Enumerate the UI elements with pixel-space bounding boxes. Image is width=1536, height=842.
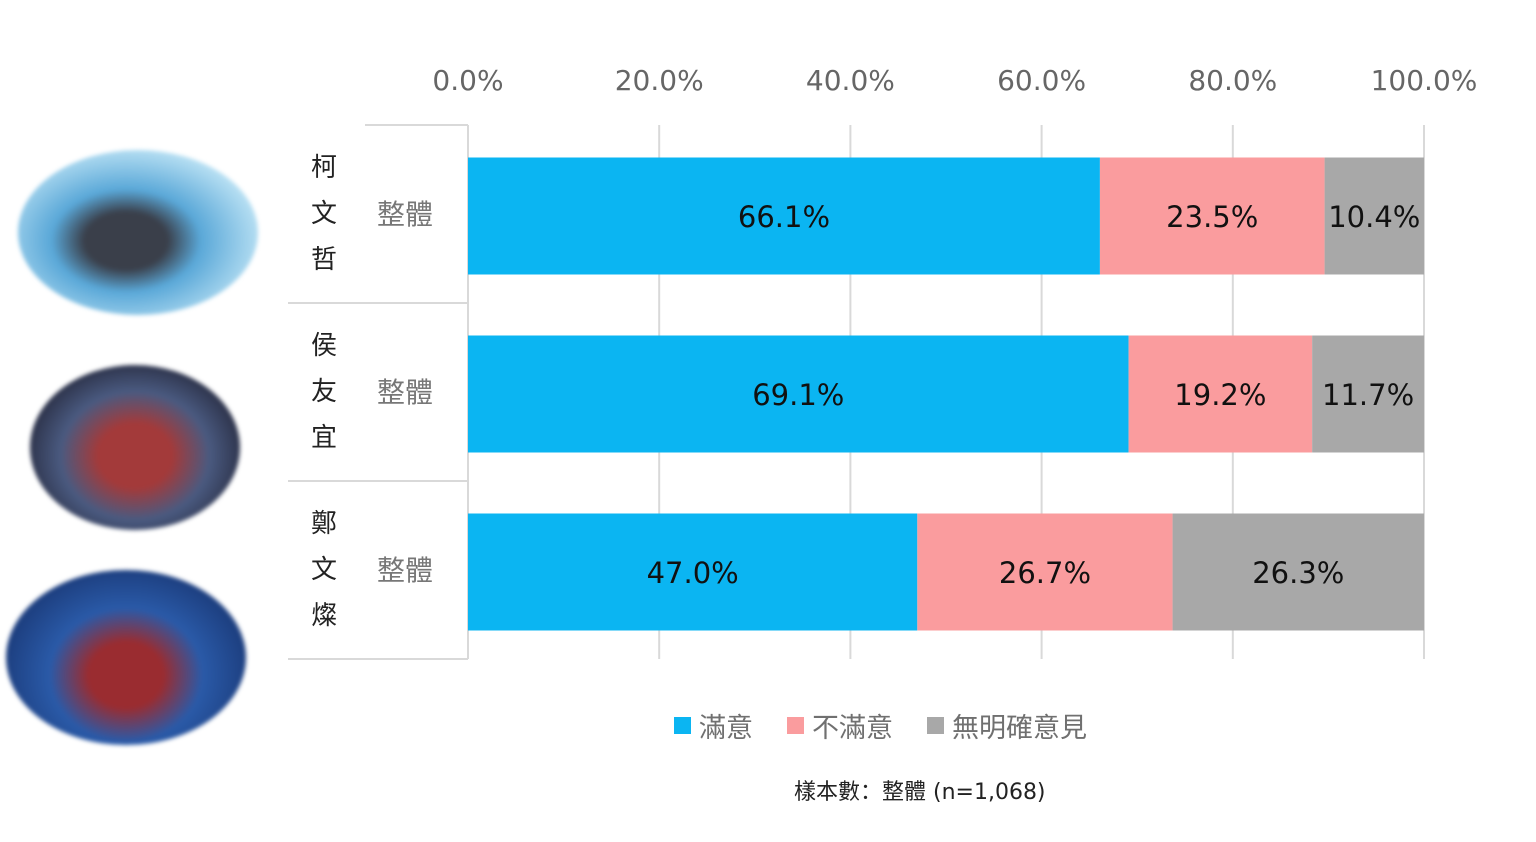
legend-swatch [674,717,691,734]
x-tick-label: 40.0% [806,64,895,97]
data-label: 11.7% [1322,378,1414,412]
candidate-name-char: 侯 [311,331,337,361]
legend-item-satisfied: 滿意 [674,706,753,745]
bar-segment [917,513,1173,631]
bar-segment [468,157,1100,275]
group-label: 整體 [377,376,433,409]
bar-segment [1099,157,1325,275]
candidate-name-char: 友 [311,377,337,407]
legend-item-no-opinion: 無明確意見 [927,706,1087,745]
bar-segment [1324,157,1424,275]
candidate-name-char: 文 [311,555,337,585]
legend-swatch [787,717,804,734]
sample-size-note: 樣本數：整體 (n=1,068) [794,780,1046,805]
data-label: 66.1% [738,200,830,234]
bar-segment [468,513,918,631]
legend-item-unsatisfied: 不滿意 [787,706,893,745]
bar-segment [1172,513,1424,631]
candidate-name-char: 燦 [311,601,337,631]
data-label: 19.2% [1174,378,1266,412]
group-label: 整體 [377,198,433,231]
photo-ko-wen-je [18,150,258,315]
legend: 滿意 不滿意 無明確意見 [674,706,1087,745]
data-label: 26.7% [999,556,1091,590]
x-tick-label: 0.0% [432,64,503,97]
data-label: 10.4% [1328,200,1420,234]
candidate-name-char: 鄭 [311,509,337,539]
x-tick-label: 60.0% [997,64,1086,97]
photo-cheng-wen-tsan [6,570,246,745]
legend-label: 無明確意見 [952,713,1087,744]
candidate-name-char: 哲 [311,245,337,275]
candidate-name-char: 文 [311,199,337,229]
candidate-name-char: 柯 [311,153,337,183]
data-label: 47.0% [647,556,739,590]
data-label: 26.3% [1252,556,1344,590]
data-label: 23.5% [1166,200,1258,234]
x-tick-label: 20.0% [615,64,704,97]
bar-segment [468,335,1129,453]
legend-label: 不滿意 [812,713,893,744]
data-label: 69.1% [752,378,844,412]
group-label: 整體 [377,554,433,587]
x-tick-label: 100.0% [1371,64,1478,97]
bar-segment [1312,335,1424,453]
legend-swatch [927,717,944,734]
legend-label: 滿意 [699,713,753,744]
candidate-name-char: 宜 [311,423,337,453]
bar-segment [1128,335,1313,453]
photo-hou-yu-ih [30,365,240,530]
x-tick-label: 80.0% [1188,64,1277,97]
